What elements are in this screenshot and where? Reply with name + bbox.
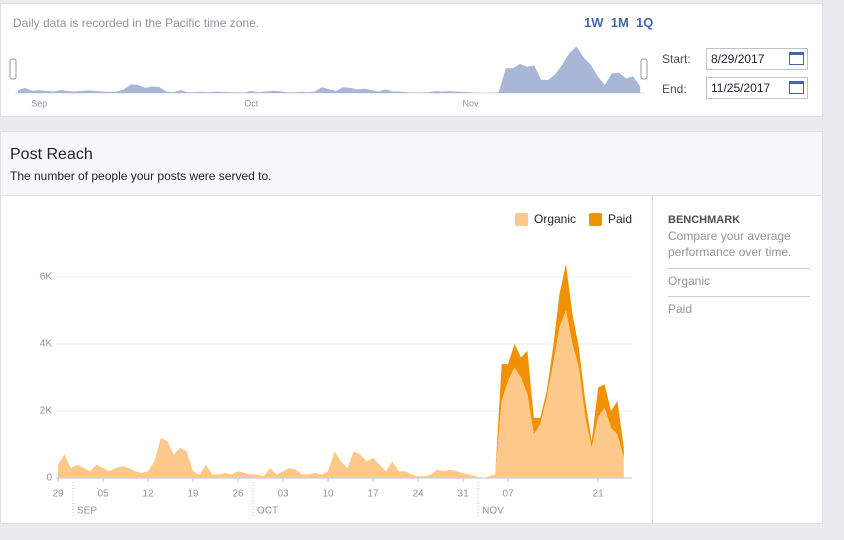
- end-date: 11/25/2017: [711, 81, 771, 95]
- range-handle[interactable]: [9, 58, 17, 80]
- post-reach-card: Post Reach The number of people your pos…: [0, 131, 823, 524]
- overview-area: [18, 46, 641, 93]
- overview-card: Daily data is recorded in the Pacific ti…: [0, 3, 823, 117]
- x-tick-label: 03: [277, 489, 289, 500]
- calendar-icon[interactable]: [789, 81, 804, 94]
- range-button[interactable]: 1W: [584, 15, 604, 30]
- panel-title: Post Reach: [10, 146, 93, 163]
- x-tick-label: 24: [413, 489, 425, 500]
- x-tick-label: 26: [232, 489, 244, 500]
- y-tick-label: 2K: [40, 406, 53, 417]
- start-label: Start:: [662, 52, 691, 66]
- timezone-note: Daily data is recorded in the Pacific ti…: [13, 16, 260, 30]
- x-tick-label: 07: [503, 489, 515, 500]
- paid-area: [58, 263, 624, 478]
- range-button[interactable]: 1M: [610, 15, 629, 30]
- month-label: NOV: [482, 506, 504, 517]
- divider: [652, 196, 653, 523]
- overview-month-label: Oct: [244, 98, 259, 108]
- benchmark-item[interactable]: Organic: [668, 269, 810, 297]
- legend-label: Organic: [534, 212, 576, 226]
- end-input[interactable]: 11/25/2017: [706, 77, 808, 99]
- range-handle[interactable]: [640, 58, 648, 80]
- calendar-icon[interactable]: [789, 52, 804, 65]
- end-label: End:: [662, 82, 687, 96]
- benchmark: BENCHMARK Compare your average performan…: [668, 214, 810, 321]
- x-tick-label: 19: [187, 489, 199, 500]
- legend-swatch: [589, 213, 602, 226]
- legend-swatch: [515, 213, 528, 226]
- month-label: SEP: [77, 506, 97, 517]
- x-tick-label: 21: [593, 489, 605, 500]
- x-tick-label: 10: [322, 489, 334, 500]
- y-tick-label: 6K: [40, 272, 53, 283]
- benchmark-item[interactable]: Paid: [668, 302, 693, 316]
- start-date: 8/29/2017: [711, 52, 765, 66]
- overview-month-label: Sep: [31, 98, 47, 108]
- benchmark-text: Compare your average performance over ti…: [668, 228, 810, 269]
- x-tick-label: 05: [97, 489, 109, 500]
- x-tick-label: 29: [52, 489, 64, 500]
- month-label: OCT: [257, 506, 278, 517]
- y-tick-label: 0: [46, 473, 52, 484]
- y-tick-label: 4K: [40, 339, 53, 350]
- overview-month-label: Nov: [462, 98, 479, 108]
- x-tick-label: 31: [458, 489, 470, 500]
- range-button[interactable]: 1Q: [636, 15, 654, 30]
- range-buttons: 1W 1M 1Q: [584, 15, 653, 30]
- x-tick-label: 12: [142, 489, 154, 500]
- card-header: [1, 132, 822, 196]
- panel-subtitle: The number of people your posts were ser…: [10, 169, 272, 183]
- x-tick-label: 17: [368, 489, 380, 500]
- benchmark-title: BENCHMARK: [668, 214, 741, 226]
- organic-area: [58, 310, 624, 478]
- overview-chart: Sep Oct Nov: [9, 46, 648, 108]
- legend-label: Paid: [608, 212, 632, 226]
- start-input[interactable]: 8/29/2017: [706, 48, 808, 70]
